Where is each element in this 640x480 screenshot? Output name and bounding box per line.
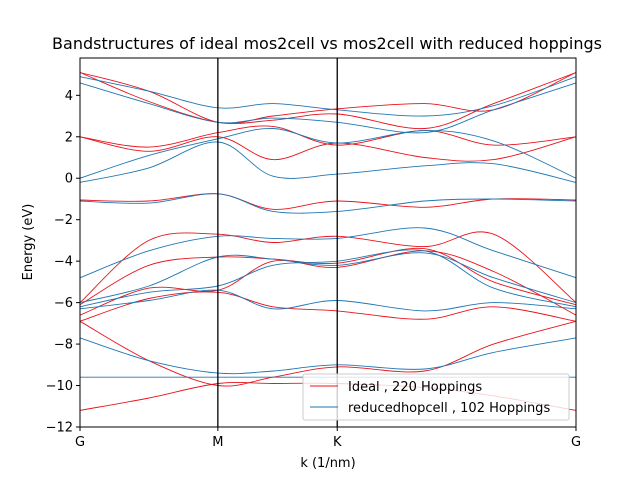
y-tick-label-3: −6 bbox=[54, 296, 73, 311]
y-tick-label-1: −10 bbox=[46, 379, 73, 394]
band-line-ideal-8 bbox=[79, 125, 577, 148]
y-axis-label: Energy (eV) bbox=[21, 204, 36, 281]
x-axis-label: k (1/nm) bbox=[300, 456, 355, 471]
x-tick-label-1: M bbox=[212, 435, 223, 450]
y-tick-label-2: −8 bbox=[54, 338, 73, 353]
band-line-reduced-1 bbox=[79, 337, 577, 375]
x-tick-label-3: G bbox=[571, 435, 581, 450]
y-tick-label-7: 2 bbox=[65, 130, 73, 145]
x-tick-label-0: G bbox=[75, 435, 85, 450]
band-line-reduced-4 bbox=[79, 252, 577, 304]
band-line-reduced-3 bbox=[79, 249, 577, 308]
y-tick-label-6: 0 bbox=[65, 172, 73, 187]
band-line-ideal-3 bbox=[79, 250, 577, 316]
y-axis-ticks: −12 −10 −8 −6 −4 −2 0 2 4 bbox=[46, 89, 80, 436]
y-tick-label-4: −4 bbox=[54, 255, 73, 270]
band-line-reduced-10 bbox=[79, 76, 577, 117]
y-tick-label-0: −12 bbox=[46, 421, 73, 436]
band-line-reduced-6 bbox=[79, 193, 577, 214]
high-symmetry-lines bbox=[217, 58, 338, 427]
x-tick-label-2: K bbox=[333, 435, 342, 450]
band-line-ideal-6 bbox=[79, 193, 577, 210]
band-line-reduced-2 bbox=[79, 289, 577, 312]
legend-box bbox=[302, 373, 570, 421]
band-line-reduced-5 bbox=[79, 227, 577, 279]
band-line-ideal-5 bbox=[79, 231, 577, 303]
band-line-ideal-9 bbox=[79, 72, 577, 129]
band-line-reduced-7 bbox=[79, 141, 577, 183]
band-line-ideal-4 bbox=[79, 247, 577, 306]
band-line-reduced-8 bbox=[79, 128, 577, 179]
band-line-ideal-10 bbox=[79, 72, 577, 124]
band-line-ideal-1 bbox=[79, 320, 577, 387]
band-line-ideal-7 bbox=[79, 136, 577, 162]
legend-label-ideal: Ideal , 220 Hoppings bbox=[348, 380, 482, 395]
band-line-reduced-9 bbox=[79, 82, 577, 134]
band-lines bbox=[79, 72, 577, 411]
y-tick-label-5: −2 bbox=[54, 213, 73, 228]
plot-frame bbox=[79, 57, 577, 428]
legend: Ideal , 220 Hoppings reducedhopcell , 10… bbox=[302, 373, 570, 421]
legend-label-reduced: reducedhopcell , 102 Hoppings bbox=[348, 401, 550, 416]
chart-title: Bandstructures of ideal mos2cell vs mos2… bbox=[52, 34, 602, 53]
band-line-ideal-2 bbox=[79, 291, 577, 322]
y-tick-label-8: 4 bbox=[65, 89, 73, 104]
